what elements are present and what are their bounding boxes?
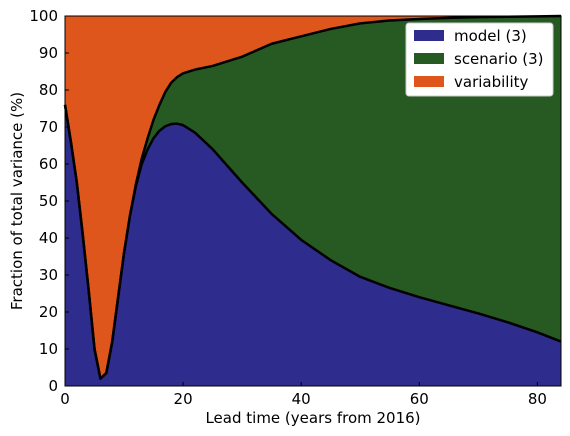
legend-label: scenario (3): [454, 50, 544, 68]
y-axis-ticks: 0 10 20 30 40 50 60 70 80 90 100: [29, 7, 69, 395]
y-tick-label: 70: [39, 118, 58, 136]
legend-label: variability: [454, 73, 529, 91]
plot-frame: [64, 15, 562, 387]
x-axis-label: Lead time (years from 2016): [205, 409, 420, 427]
y-tick-label: 100: [29, 7, 58, 25]
area-1: [65, 104, 561, 387]
boundary-line-2: [63, 14, 562, 380]
x-tick-label: 0: [60, 390, 70, 408]
area-2: [65, 16, 561, 379]
y-tick-label: 40: [39, 229, 58, 247]
y-tick-label: 20: [39, 303, 58, 321]
y-tick-label: 80: [39, 81, 58, 99]
stacked-areas: [65, 16, 561, 387]
y-tick-label: 30: [39, 266, 58, 284]
y-tick-label: 0: [48, 377, 58, 395]
x-tick-label: 80: [528, 390, 547, 408]
x-axis-ticks: 0 20 40 60 80: [60, 382, 547, 408]
y-tick-label: 50: [39, 192, 58, 210]
y-axis-label: Fraction of total variance (%): [8, 92, 26, 310]
area-3: [65, 16, 561, 379]
legend-label: model (3): [454, 27, 527, 45]
x-tick-label: 60: [410, 390, 429, 408]
legend: model (3) scenario (3) variability: [405, 22, 554, 97]
legend-swatch: [414, 53, 444, 64]
legend-swatch: [414, 30, 444, 41]
boundary-lines: [63, 14, 562, 380]
y-tick-label: 90: [39, 44, 58, 62]
x-tick-label: 40: [292, 390, 311, 408]
legend-swatch: [414, 76, 444, 87]
x-tick-label: 20: [174, 390, 193, 408]
y-tick-label: 10: [39, 340, 58, 358]
y-tick-label: 60: [39, 155, 58, 173]
